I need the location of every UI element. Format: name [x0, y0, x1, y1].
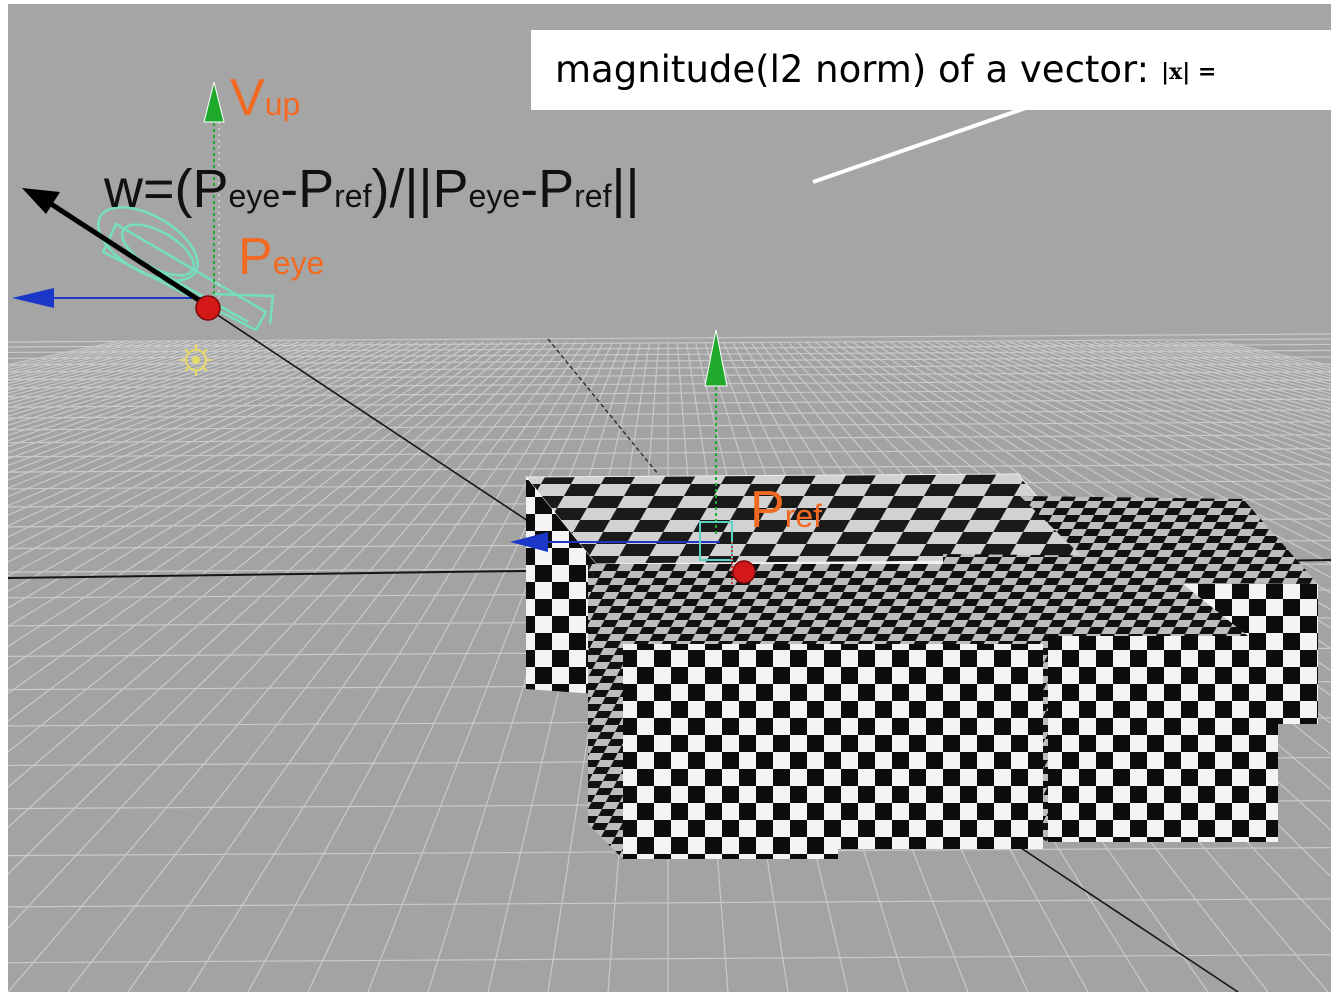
- formula-part: ||: [611, 159, 640, 219]
- peye-label: Peye: [238, 231, 324, 283]
- ground-grid: [8, 333, 1331, 992]
- ref-point: [732, 560, 756, 584]
- label-main: V: [230, 69, 265, 127]
- eye-side-vector: [12, 288, 213, 308]
- ref-locator-box: [699, 521, 733, 561]
- ref-side-vector: [510, 532, 720, 552]
- 3d-viewport: magnitude(l2 norm) of a vector: |x| = w=(…: [8, 4, 1331, 992]
- light-gizmo-icon: [180, 344, 212, 376]
- w-vector-arrow: [46, 199, 210, 309]
- formula-part: -P: [280, 159, 335, 219]
- formula-subscript: eye: [468, 178, 521, 214]
- label-main: P: [238, 228, 273, 286]
- callout-text: magnitude(l2 norm) of a vector:: [555, 48, 1150, 91]
- formula-part: P: [192, 159, 229, 219]
- vup-label: Vup: [230, 72, 300, 124]
- eye-point: [195, 295, 221, 321]
- label-subscript: eye: [272, 245, 325, 281]
- formula-subscript: ref: [334, 178, 372, 214]
- norm-symbol: |x| =: [1161, 58, 1217, 85]
- formula-subscript: ref: [574, 178, 612, 214]
- formula-part: )/||P: [371, 159, 469, 219]
- formula-subscript: eye: [228, 178, 281, 214]
- checker-blocks: [524, 473, 1318, 859]
- label-main: P: [750, 481, 785, 539]
- w-formula: w=(Peye-Pref)/||Peye-Pref||: [104, 162, 640, 216]
- scene-canvas: [8, 4, 1331, 992]
- label-subscript: ref: [784, 498, 823, 534]
- eye-up-vector: [203, 81, 225, 306]
- formula-part: -P: [520, 159, 575, 219]
- axis-guide-line: [547, 338, 659, 475]
- pref-label: Pref: [750, 484, 822, 536]
- l2-norm-callout: magnitude(l2 norm) of a vector: |x| =: [531, 30, 1331, 110]
- formula-part: w=(: [104, 159, 193, 219]
- w-vector-arrowhead: [22, 188, 60, 214]
- ref-up-vector: [704, 329, 728, 534]
- label-subscript: up: [264, 86, 301, 122]
